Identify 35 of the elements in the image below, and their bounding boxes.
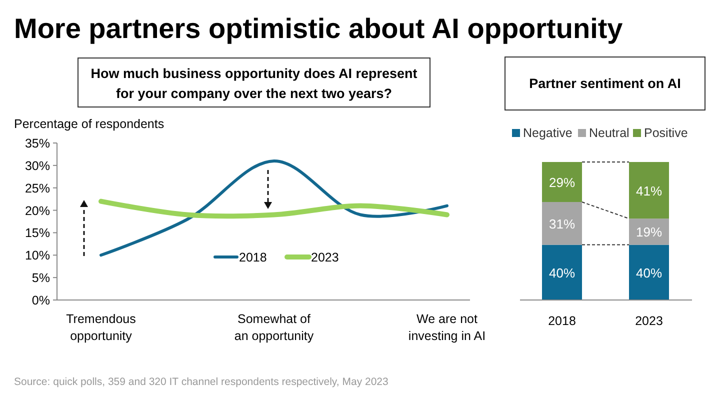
y-tick-label: 15% bbox=[24, 226, 50, 240]
data-label: 19% bbox=[636, 224, 662, 240]
y-tick-label: 30% bbox=[24, 158, 50, 173]
bar bbox=[542, 202, 582, 245]
data-label: 41% bbox=[636, 183, 662, 198]
bar bbox=[629, 244, 669, 300]
legend-label: 2018 bbox=[239, 250, 267, 264]
y-tick-label: 20% bbox=[24, 204, 50, 218]
data-label: 40% bbox=[548, 265, 576, 280]
data-label: 40% bbox=[636, 265, 662, 280]
y-tick-label: 5% bbox=[32, 271, 50, 286]
bar bbox=[542, 162, 582, 202]
y-tick-label: 35% bbox=[24, 136, 50, 150]
chart-title: Partner sentiment on AI bbox=[529, 76, 681, 91]
legend-label: Positive bbox=[644, 126, 688, 140]
x-tick-label: 2018 bbox=[548, 314, 576, 328]
y-tick-label: 10% bbox=[24, 248, 50, 263]
x-tick-label: Tremendous opportunity bbox=[66, 312, 136, 343]
data-label: 29% bbox=[548, 175, 576, 190]
source-note: Source: quick polls, 359 and 320 IT channel respondents respectively, May 2023 bbox=[14, 376, 388, 388]
legend-label: Negative bbox=[523, 126, 572, 140]
y-tick-label: 0% bbox=[32, 294, 50, 308]
y-axis-title: Percentage of respondents bbox=[14, 117, 164, 131]
chart-subtitle: How much business opportunity does AI represent for your company over the next two years? bbox=[90, 66, 418, 101]
data-label: 31% bbox=[548, 216, 576, 232]
x-tick-label: We are not investing in AI bbox=[408, 312, 486, 343]
chart-title: More partners optimistic about AI opportunity bbox=[14, 13, 624, 44]
bar bbox=[629, 162, 669, 219]
bar bbox=[629, 218, 669, 245]
legend-label: Neutral bbox=[589, 126, 630, 140]
legend-label: 2023 bbox=[311, 250, 339, 264]
y-tick-label: 25% bbox=[24, 181, 50, 196]
x-tick-label: 2023 bbox=[635, 314, 663, 328]
bar bbox=[542, 244, 582, 300]
x-tick-label: Somewhat of an opportunity bbox=[234, 312, 314, 343]
